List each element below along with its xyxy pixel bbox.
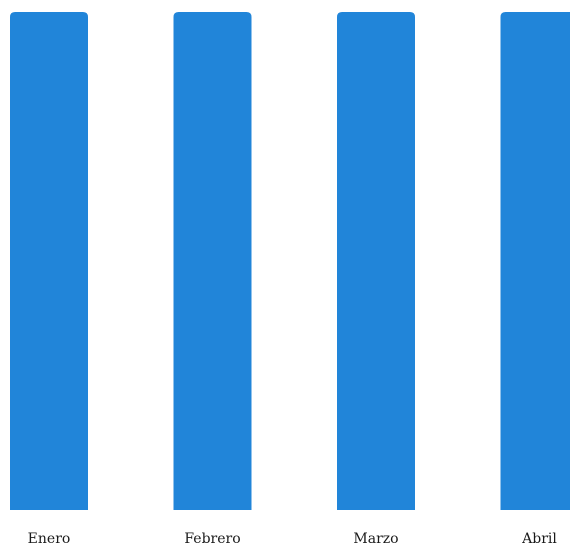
bars-layer: [10, 12, 570, 510]
x-tick-label-abril: Abril: [521, 531, 557, 546]
x-tick-label-marzo: Marzo: [353, 531, 398, 546]
x-tick-label-enero: Enero: [28, 531, 71, 546]
x-tick-label-febrero: Febrero: [184, 531, 240, 546]
bar-febrero: [174, 12, 252, 510]
bar-marzo: [337, 12, 415, 510]
bar-enero: [10, 12, 88, 510]
x-tick-labels: Enero Febrero Marzo Abril: [28, 531, 558, 546]
bar-abril: [501, 12, 570, 510]
